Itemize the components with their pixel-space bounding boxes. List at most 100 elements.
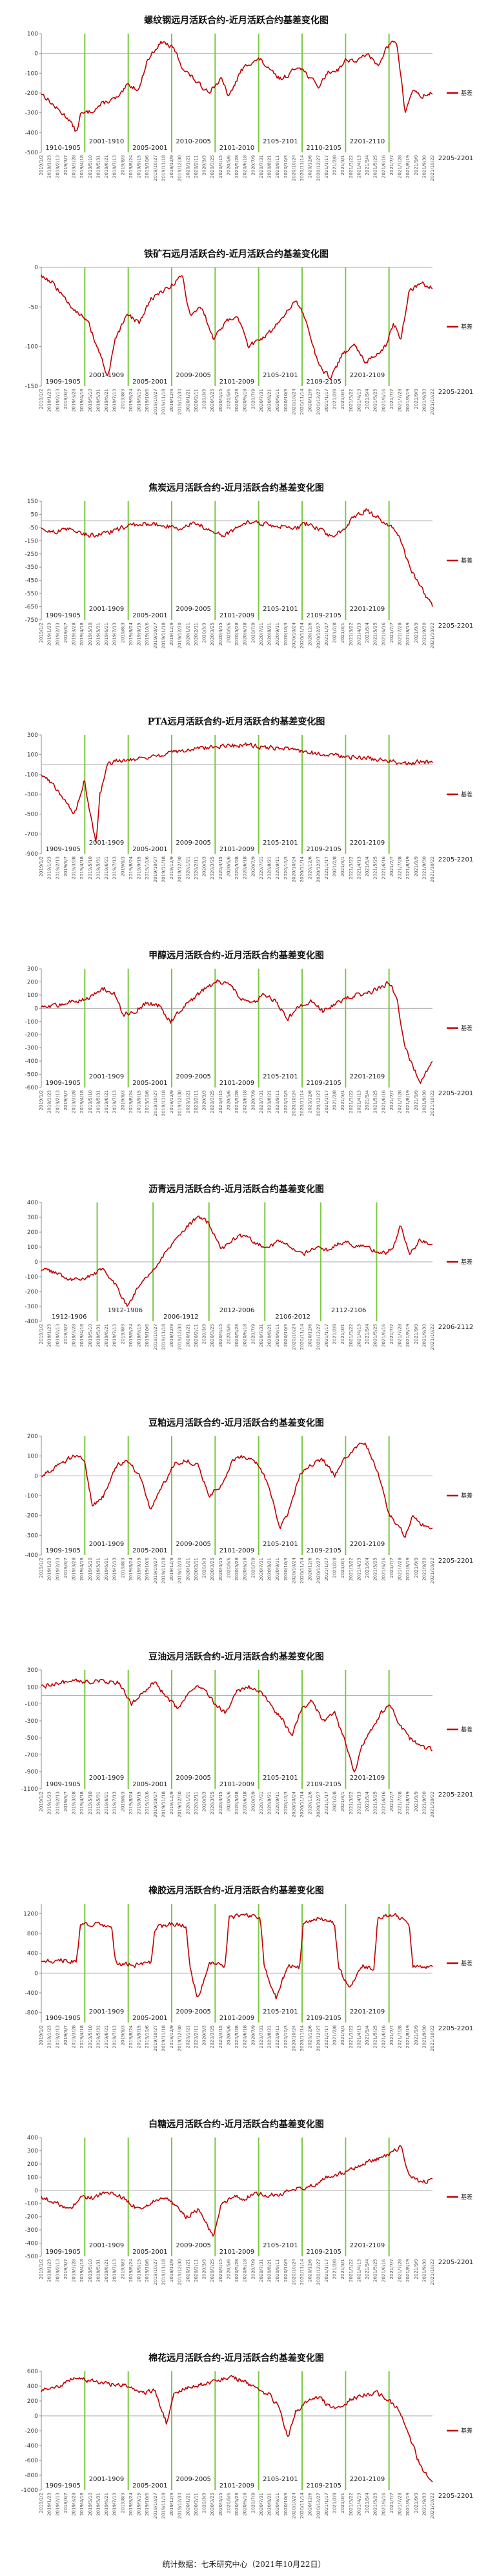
y-tick-label: -300 [25,792,39,798]
x-tick-label: 2021/3/1 [340,389,345,409]
contract-range-label: 2205-2201 [438,856,474,863]
x-tick-label: 2019/3/7 [63,389,68,409]
y-tick-label: 100 [27,993,38,999]
contract-range-label: 2106-2012 [275,1314,310,1321]
x-tick-label: 2021/6/16 [381,2025,386,2048]
x-tick-label: 2020/3/3 [202,389,207,409]
x-tick-label: 2019/6/21 [104,1324,109,1347]
contract-range-label: 2101-2009 [219,1080,255,1087]
contract-range-label: 2201-2109 [350,2476,385,2483]
x-tick-label: 2020/1/21 [185,1558,190,1581]
y-tick-label: 150 [27,499,38,505]
x-tick-label: 2021/1/17 [324,1558,329,1581]
x-tick-label: 2021/7/28 [398,1090,403,1113]
x-tick-label: 2019/8/24 [128,622,134,645]
y-tick-label: 50 [31,511,39,518]
x-tick-label: 2021/2/8 [332,389,338,409]
contract-range-label: 2009-2005 [176,2242,211,2249]
y-tick-label: -400 [25,2443,39,2449]
contract-range-label: 2109-2105 [306,378,341,386]
x-tick-label: 2021/3/1 [340,1090,345,1110]
x-tick-label: 2021/10/22 [430,1558,435,1583]
contract-range-label: 1909-1905 [45,2015,81,2022]
x-tick-label: 2020/1/21 [185,2493,190,2516]
x-tick-label: 2019/3/7 [63,155,68,175]
x-tick-label: 2021/8/19 [405,856,411,880]
x-tick-label: 2019/9/15 [137,856,142,880]
y-tick-label: -100 [25,1019,39,1025]
contract-range-label: 2001-1909 [89,606,125,613]
x-tick-label: 2021/4/13 [356,155,361,178]
x-tick-label: 2020/12/27 [316,856,321,882]
x-tick-label: 2019/10/27 [153,2259,158,2285]
x-tick-label: 2020/7/31 [259,1090,264,1113]
x-tick-label: 2019/1/2 [39,2493,44,2513]
contract-range-label: 2201-2109 [350,2242,385,2249]
basis-series-line [41,742,433,843]
x-tick-label: 2019/6/21 [104,2259,109,2282]
y-tick-label: -800 [25,2010,39,2017]
contract-range-label: 2205-2201 [438,2493,474,2500]
chart-title: PTA远月活跃合约-近月活跃合约基差变化图 [148,716,325,727]
contract-range-label: 2006-1912 [163,1314,199,1321]
contract-range-label: 2105-2101 [263,606,298,613]
legend-label: 基差 [461,1492,473,1499]
x-tick-label: 2020/7/31 [259,623,264,646]
x-tick-label: 2021/5/25 [373,856,378,880]
contract-range-label: 2001-1909 [89,1073,125,1080]
x-tick-label: 2020/5/28 [234,2493,239,2516]
contract-range-label: 2005-2001 [132,378,168,386]
x-tick-label: 2021/8/19 [405,2493,411,2516]
contract-range-label: 2005-2001 [132,2015,168,2022]
x-tick-label: 2019/1/2 [39,2259,44,2279]
x-tick-label: 2020/4/15 [218,1558,223,1581]
x-tick-label: 2019/10/27 [153,1324,158,1350]
x-tick-label: 2021/5/25 [373,1791,378,1815]
x-tick-label: 2020/7/9 [250,1558,256,1578]
x-tick-label: 2021/5/4 [365,1323,370,1344]
x-tick-label: 2021/7/7 [389,155,394,175]
x-tick-label: 2021/7/7 [389,856,394,876]
x-tick-label: 2020/10/24 [291,1791,296,1817]
x-tick-label: 2020/3/3 [202,1558,207,1578]
y-tick-label: 400 [27,1951,38,1957]
contract-range-label: 1909-1905 [45,2482,81,2489]
x-tick-label: 2021/8/19 [405,2259,411,2282]
contract-range-label: 2105-2101 [263,138,298,145]
contract-range-label: 2205-2201 [438,389,474,396]
x-tick-label: 2020/5/6 [226,2492,231,2513]
x-tick-label: 2021/6/16 [381,2258,386,2282]
x-tick-label: 2020/11/14 [300,2258,305,2285]
x-tick-label: 2021/4/13 [356,2025,361,2048]
legend-label: 基差 [461,323,473,331]
x-tick-label: 2019/7/13 [112,389,117,412]
x-tick-label: 2019/5/31 [96,2025,101,2048]
x-tick-label: 2020/12/27 [316,389,321,415]
x-tick-label: 2020/4/15 [218,389,223,412]
x-tick-label: 2019/8/3 [120,2259,125,2279]
x-tick-label: 2019/2/13 [55,2025,60,2048]
x-tick-label: 2019/10/6 [145,2492,150,2515]
x-tick-label: 2021/4/13 [356,1558,361,1581]
x-tick-label: 2019/1/2 [39,1324,44,1344]
x-tick-label: 2019/5/31 [96,623,101,646]
x-tick-label: 2020/12/6 [308,1089,313,1113]
x-tick-label: 2021/4/13 [356,2493,361,2516]
x-tick-label: 2021/9/9 [414,155,419,175]
contract-range-label: 1910-1905 [45,145,81,152]
y-tick-label: 100 [27,31,38,37]
x-tick-label: 2020/4/15 [218,2493,223,2516]
x-tick-label: 2020/12/6 [308,388,313,411]
contract-range-label: 2101-2009 [219,1781,255,1788]
x-tick-label: 2019/6/21 [104,1558,109,1581]
x-tick-label: 2020/10/24 [291,1557,296,1583]
x-tick-label: 2019/2/13 [55,1558,60,1581]
x-tick-label: 2019/4/18 [79,2025,85,2048]
y-tick-label: 100 [27,1244,38,1251]
x-tick-label: 2020/1/21 [185,623,190,646]
x-tick-label: 2020/11/14 [300,2492,305,2519]
contract-range-label: 2001-1910 [89,138,125,145]
x-tick-label: 2020/3/25 [210,1090,215,1113]
x-tick-label: 2021/3/1 [340,1324,345,1344]
contract-range-label: 2205-2201 [438,2259,474,2266]
